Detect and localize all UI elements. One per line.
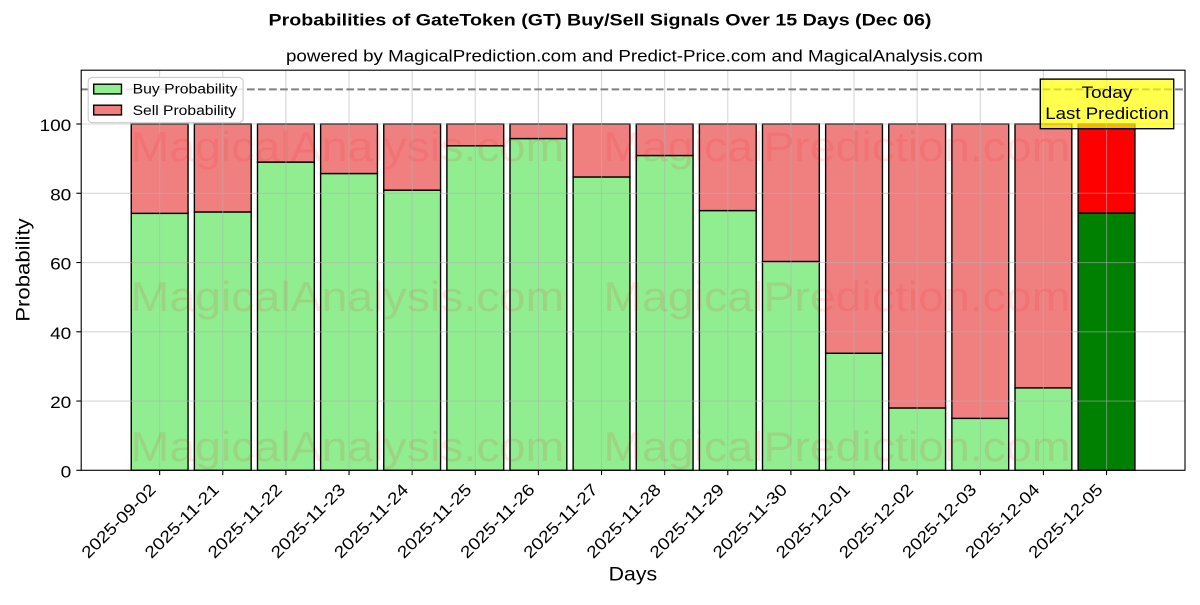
svg-text:Days: Days <box>609 563 658 585</box>
svg-text:0: 0 <box>61 462 72 481</box>
svg-text:powered by MagicalPrediction.c: powered by MagicalPrediction.com and Pre… <box>286 46 983 65</box>
svg-text:60: 60 <box>50 255 71 274</box>
svg-text:MagicalPrediction.com: MagicalPrediction.com <box>603 423 1070 470</box>
svg-text:Last Prediction: Last Prediction <box>1045 104 1168 123</box>
svg-text:Sell Probability: Sell Probability <box>133 102 237 118</box>
svg-text:MagicalPrediction.com: MagicalPrediction.com <box>603 273 1070 320</box>
svg-text:MagicalAnalysis.com: MagicalAnalysis.com <box>131 123 564 170</box>
svg-text:Buy Probability: Buy Probability <box>133 81 238 97</box>
svg-text:40: 40 <box>50 324 71 343</box>
svg-text:Probability: Probability <box>12 218 34 322</box>
svg-text:MagicalAnalysis.com: MagicalAnalysis.com <box>131 423 564 470</box>
svg-text:MagicalPrediction.com: MagicalPrediction.com <box>603 123 1070 170</box>
svg-text:MagicalAnalysis.com: MagicalAnalysis.com <box>131 273 564 320</box>
svg-text:100: 100 <box>39 116 71 135</box>
svg-text:Probabilities of GateToken (GT: Probabilities of GateToken (GT) Buy/Sell… <box>269 10 932 29</box>
svg-text:20: 20 <box>50 393 71 412</box>
svg-text:80: 80 <box>50 185 71 204</box>
svg-text:Today: Today <box>1082 83 1134 102</box>
